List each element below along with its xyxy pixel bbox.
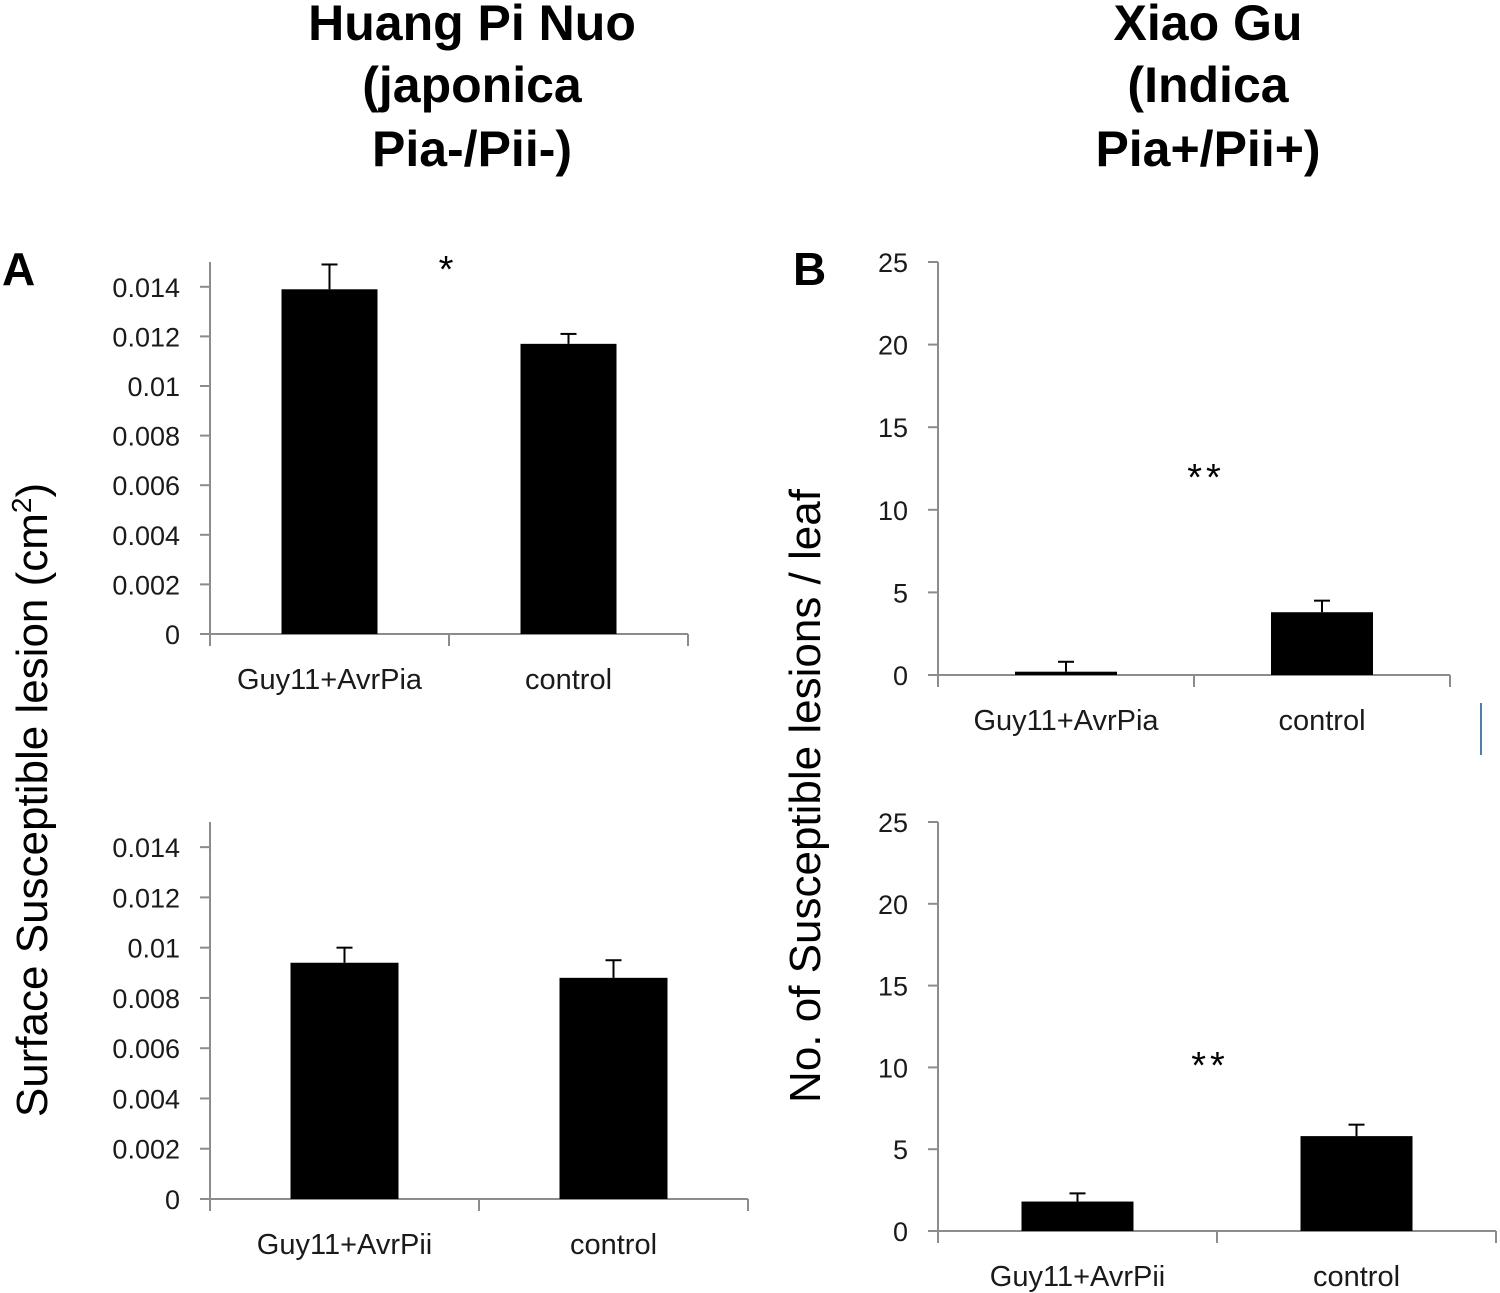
y-tick-label: 25 — [878, 808, 908, 838]
chart-a-top: 0 0.002 0.004 0.006 0.008 0.01 0.012 0.014 Guy11… — [112, 249, 689, 696]
category-label: Guy11+AvrPia — [973, 705, 1159, 737]
bar-control — [559, 977, 668, 1199]
category-label: Guy11+AvrPii — [257, 1229, 432, 1261]
y-tick-label: 0.006 — [112, 1034, 180, 1064]
right-title: Xiao Gu (Indica Pia+/Pii+) — [1095, 0, 1320, 177]
left-y-axis-label-end: ) — [8, 483, 57, 498]
y-tick-label: 0 — [893, 1217, 908, 1247]
category-label: Guy11+AvrPii — [990, 1261, 1165, 1293]
left-y-axis-label-superscript: 2 — [6, 498, 37, 514]
y-tick-label: 10 — [878, 496, 908, 526]
charts: 0 0.002 0.004 0.006 0.008 0.01 0.012 0.014 Guy11… — [112, 248, 1497, 1293]
y-tick-label: 0.004 — [112, 521, 180, 551]
y-tick-label: 10 — [878, 1053, 908, 1083]
bar-guy11-avrpii — [1021, 1201, 1134, 1231]
y-tick-label: 0.004 — [112, 1084, 180, 1114]
left-y-axis-label: Surface Susceptible lesion (cm2) — [6, 483, 57, 1117]
y-tick-label: 0.012 — [112, 883, 180, 913]
y-tick-label: 20 — [878, 890, 908, 920]
panel-label-a: A — [2, 243, 35, 295]
category-label: control — [525, 664, 612, 696]
category-label: control — [1278, 705, 1365, 737]
y-tick-label: 0.01 — [127, 934, 180, 964]
chart-b-top: 0 5 10 15 20 25 Guy11+AvrPia control ** — [878, 248, 1451, 737]
y-tick-label: 20 — [878, 331, 908, 361]
right-y-axis-label: No. of Susceptible lesions / leaf — [781, 488, 830, 1103]
y-tick-label: 0.01 — [127, 372, 180, 402]
left-title-line-2: (japonica — [362, 57, 583, 113]
y-tick-label: 15 — [878, 413, 908, 443]
significance-marker: ** — [1191, 1045, 1229, 1087]
right-title-line-1: Xiao Gu — [1114, 0, 1303, 51]
right-title-line-2: (Indica — [1127, 57, 1289, 113]
y-tick-label: 0.014 — [112, 833, 180, 863]
category-label: Guy11+AvrPia — [237, 664, 423, 696]
bar-guy11-avrpii — [290, 962, 399, 1199]
y-tick-label: 0 — [165, 620, 180, 650]
chart-b-bottom: 0 5 10 15 20 25 Guy11+AvrPii control ** — [878, 808, 1497, 1293]
left-title: Huang Pi Nuo (japonica Pia-/Pii-) — [308, 0, 636, 177]
y-tick-label: 0.012 — [112, 322, 180, 352]
bar-control — [520, 343, 617, 634]
panel-label-b: B — [793, 243, 826, 295]
y-tick-label: 0.002 — [112, 570, 180, 600]
category-label: control — [570, 1229, 657, 1261]
bar-control — [1271, 612, 1373, 675]
bar-control — [1300, 1136, 1413, 1231]
significance-marker: ** — [1187, 457, 1225, 499]
left-title-line-1: Huang Pi Nuo — [308, 0, 636, 51]
bar-guy11-avrpia — [1015, 671, 1117, 675]
significance-marker: * — [439, 249, 458, 291]
y-tick-label: 25 — [878, 248, 908, 278]
y-tick-label: 0.008 — [112, 984, 180, 1014]
bar-guy11-avrpia — [281, 289, 378, 634]
right-title-line-3: Pia+/Pii+) — [1095, 121, 1320, 177]
y-tick-label: 15 — [878, 972, 908, 1002]
chart-a-bottom: 0 0.002 0.004 0.006 0.008 0.01 0.012 0.014 Guy11… — [112, 822, 749, 1261]
y-tick-label: 0.006 — [112, 471, 180, 501]
y-tick-label: 0 — [893, 661, 908, 691]
y-tick-label: 5 — [893, 578, 908, 608]
category-label: control — [1313, 1261, 1400, 1293]
y-tick-label: 0.014 — [112, 273, 180, 303]
left-y-axis-label-main: Surface Susceptible lesion (cm — [8, 513, 57, 1117]
y-tick-label: 5 — [893, 1135, 908, 1165]
y-tick-label: 0.002 — [112, 1135, 180, 1165]
y-tick-label: 0 — [165, 1185, 180, 1215]
y-tick-label: 0.008 — [112, 422, 180, 452]
left-title-line-3: Pia-/Pii-) — [372, 121, 572, 177]
